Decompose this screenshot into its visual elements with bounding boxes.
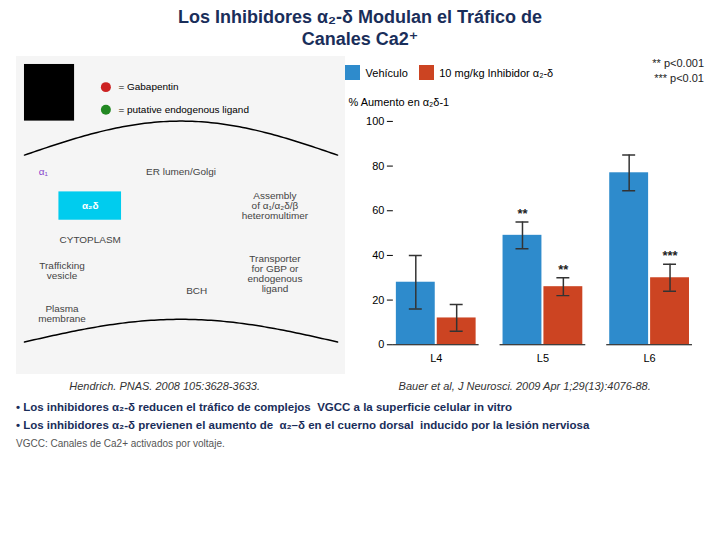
svg-text:60: 60 — [372, 204, 384, 216]
svg-text:100: 100 — [366, 114, 384, 126]
svg-text:**: ** — [517, 205, 528, 220]
svg-text:L4: L4 — [430, 351, 442, 363]
html-text:** p<0.001 *** p<0.01: ** p<0.001 *** p<0.01 — [652, 57, 704, 84]
svg-text:20: 20 — [372, 293, 384, 305]
svg-text:**: ** — [558, 261, 569, 276]
svg-text:Traffickingvesicle: Traffickingvesicle — [39, 260, 84, 281]
html-text:• Los inhibidores α₂-δ previen: • Los inhibidores α₂-δ previenen el aume… — [16, 418, 590, 431]
svg-text:80: 80 — [372, 159, 384, 171]
svg-text:α₁: α₁ — [39, 166, 49, 177]
svg-text:= putative endogenous ligand: = putative endogenous ligand — [118, 104, 249, 115]
svg-text:Plasmamembrane: Plasmamembrane — [38, 303, 86, 324]
html-text:Bauer et al, J Neurosci. 2009: Bauer et al, J Neurosci. 2009 Apr 1;29(1… — [398, 379, 651, 392]
svg-text:L6: L6 — [644, 351, 656, 363]
html-text:Vehículo: Vehículo — [365, 66, 408, 79]
svg-text:CYTOPLASM: CYTOPLASM — [60, 234, 121, 245]
svg-text:BCH: BCH — [186, 285, 207, 296]
svg-text:α₂δ: α₂δ — [82, 200, 99, 211]
svg-text:***: *** — [663, 248, 679, 263]
html-text:• Los inhibidores α₂-δ reducen: • Los inhibidores α₂-δ reducen el tráfic… — [16, 400, 513, 413]
svg-text:ER lumen/Golgi: ER lumen/Golgi — [146, 166, 216, 177]
svg-text:0: 0 — [378, 338, 384, 350]
svg-text:= Gabapentin: = Gabapentin — [118, 81, 178, 92]
html-text:Hendrich. PNAS. 2008 105:3628-: Hendrich. PNAS. 2008 105:3628-3633. — [69, 379, 261, 392]
svg-text:% Aumento en α₂δ-1: % Aumento en α₂δ-1 — [349, 96, 450, 108]
svg-text:L5: L5 — [537, 351, 549, 363]
svg-text:Assemblyof α₁/α₂δ/βheteromulti: Assemblyof α₁/α₂δ/βheteromultimer — [242, 190, 309, 221]
html-text:VGCC: Canales de Ca2+ activado: VGCC: Canales de Ca2+ activados por volt… — [16, 437, 225, 449]
svg-text:Transporterfor GBP orendogenou: Transporterfor GBP orendogenousligand — [248, 253, 303, 294]
html-text:Los Inhibidores α₂-δ Modulan e: Los Inhibidores α₂-δ Modulan el Tráfico … — [178, 7, 542, 49]
svg-text:40: 40 — [372, 248, 384, 260]
html-text:10 mg/kg Inhibidor α₂-δ: 10 mg/kg Inhibidor α₂-δ — [439, 66, 554, 79]
